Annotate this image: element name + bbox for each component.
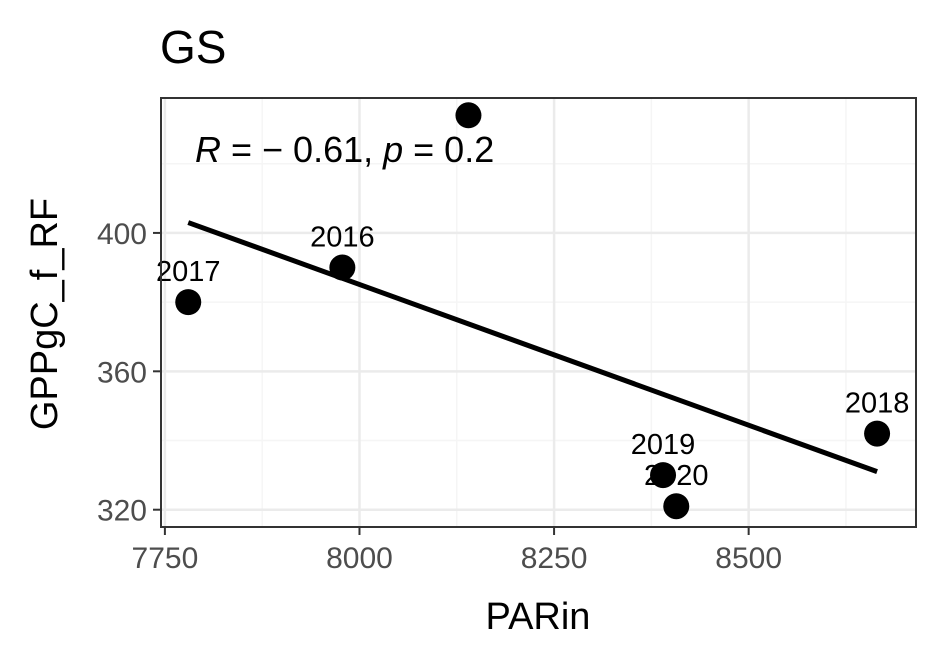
x-tick-label: 8500	[715, 542, 782, 575]
y-axis-title: GPPgC_f_RF	[24, 198, 66, 430]
point-label: 2018	[845, 388, 910, 420]
data-point	[329, 254, 356, 281]
data-point	[864, 420, 891, 447]
y-tick-label: 360	[97, 356, 147, 389]
panel-border	[160, 97, 917, 528]
x-axis-ticks: 7750 8000 8250 8500	[132, 527, 782, 575]
chart-title: GS	[160, 21, 226, 73]
y-axis-ticks: 320 360 400	[97, 218, 161, 528]
data-points	[175, 102, 891, 520]
point-label: 2019	[631, 429, 696, 461]
y-tick-label: 400	[97, 218, 147, 251]
x-tick-label: 8000	[326, 542, 393, 575]
point-label: 2016	[310, 222, 375, 254]
y-tick-label: 320	[97, 495, 147, 528]
data-point	[455, 102, 482, 129]
p-symbol: p	[382, 129, 403, 170]
data-point	[650, 462, 677, 489]
regression-line-layer	[187, 220, 878, 474]
data-point	[663, 493, 690, 520]
p-value: = 0.2	[403, 129, 494, 170]
x-tick-label: 8250	[521, 542, 588, 575]
grid	[161, 98, 916, 527]
data-point	[175, 289, 202, 316]
regression-line	[187, 220, 878, 474]
x-tick-label: 7750	[132, 542, 199, 575]
point-label: 2017	[156, 256, 221, 288]
point-label: 2020	[644, 460, 709, 492]
x-axis-title: PARin	[486, 596, 591, 638]
r-value: = − 0.61,	[221, 129, 383, 170]
r-symbol: R	[195, 129, 221, 170]
correlation-annotation: R = − 0.61, p = 0.2	[195, 129, 494, 170]
